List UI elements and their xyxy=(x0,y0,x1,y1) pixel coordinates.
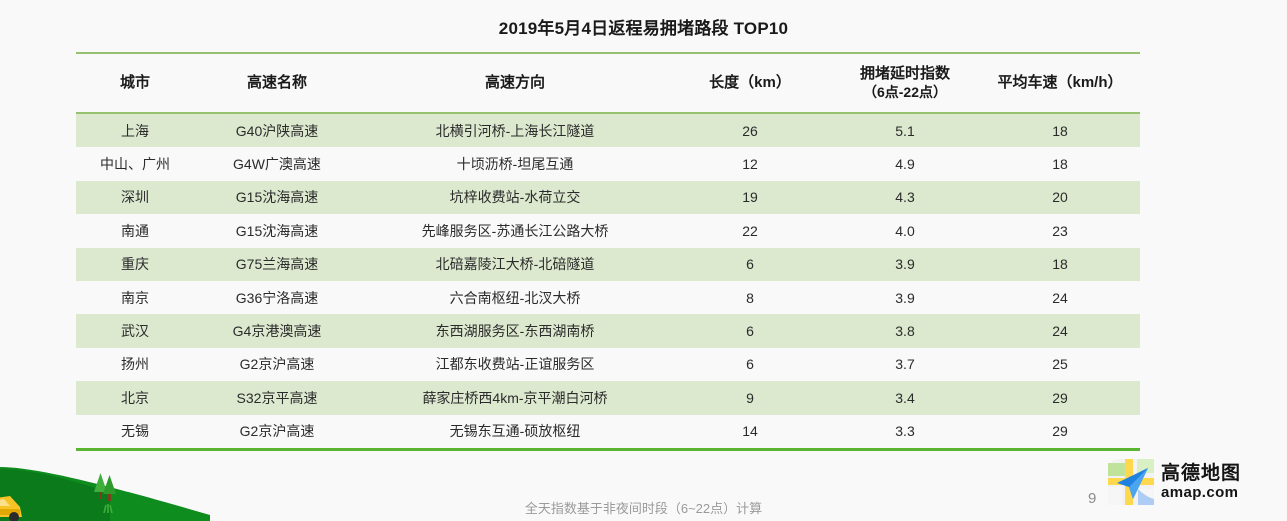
column-header-length-label: 长度（km） xyxy=(709,73,791,91)
cell-speed: 24 xyxy=(980,280,1140,315)
column-header-city-label: 城市 xyxy=(119,73,150,91)
cell-name: G2京沪高速 xyxy=(194,414,360,451)
cell-direction: 北碚嘉陵江大桥-北碚隧道 xyxy=(360,247,670,281)
cell-length: 8 xyxy=(670,280,830,315)
cell-index: 3.7 xyxy=(830,347,980,382)
cell-direction: 十顷沥桥-坦尾互通 xyxy=(360,147,670,181)
cell-index: 4.9 xyxy=(830,147,980,181)
congestion-ranking-table: 城市 高速名称 高速方向 长度（km） 拥堵延时指数 （6点-22点） 平均车速… xyxy=(76,52,1140,451)
cell-length: 14 xyxy=(670,414,830,451)
cell-index: 4.3 xyxy=(830,180,980,215)
ranking-table-container: 城市 高速名称 高速方向 长度（km） 拥堵延时指数 （6点-22点） 平均车速… xyxy=(76,52,1140,451)
cell-city: 北京 xyxy=(76,381,194,415)
cell-length: 22 xyxy=(670,214,830,248)
cell-city: 南通 xyxy=(76,214,194,248)
cell-direction: 无锡东互通-硕放枢纽 xyxy=(360,414,670,451)
cell-index: 3.3 xyxy=(830,414,980,451)
column-header-average-speed: 平均车速（km/h） xyxy=(980,52,1140,114)
page-title: 2019年5月4日返程易拥堵路段 TOP10 xyxy=(498,19,789,38)
column-header-length: 长度（km） xyxy=(670,52,830,114)
cell-direction: 东西湖服务区-东西湖南桥 xyxy=(360,314,670,348)
cell-direction: 坑梓收费站-水荷立交 xyxy=(360,180,670,215)
column-header-average-speed-label: 平均车速（km/h） xyxy=(997,73,1123,91)
cell-city: 无锡 xyxy=(76,414,194,451)
cell-speed: 29 xyxy=(980,414,1140,451)
cell-city: 上海 xyxy=(76,113,194,148)
cell-city: 重庆 xyxy=(76,247,194,281)
cell-index: 3.9 xyxy=(830,247,980,281)
cell-name: G36宁洛高速 xyxy=(194,280,360,315)
cell-city: 武汉 xyxy=(76,314,194,348)
cell-speed: 29 xyxy=(980,381,1140,415)
cell-length: 19 xyxy=(670,180,830,215)
table-header-row: 城市 高速名称 高速方向 长度（km） 拥堵延时指数 （6点-22点） 平均车速… xyxy=(76,52,1140,114)
cell-name: G4京港澳高速 xyxy=(194,314,360,348)
cell-direction: 先峰服务区-苏通长江公路大桥 xyxy=(360,214,670,248)
cell-length: 9 xyxy=(670,381,830,415)
cell-index: 5.1 xyxy=(830,113,980,148)
table-row: 中山、广州 G4W广澳高速 十顷沥桥-坦尾互通 12 4.9 18 xyxy=(76,147,1140,181)
tree-icon xyxy=(94,473,107,499)
cell-length: 6 xyxy=(670,347,830,382)
cell-length: 6 xyxy=(670,314,830,348)
cell-speed: 24 xyxy=(980,314,1140,348)
column-header-city: 城市 xyxy=(76,52,194,114)
table-row: 无锡 G2京沪高速 无锡东互通-硕放枢纽 14 3.3 29 xyxy=(76,414,1140,451)
cell-length: 6 xyxy=(670,247,830,281)
table-header: 城市 高速名称 高速方向 长度（km） 拥堵延时指数 （6点-22点） 平均车速… xyxy=(76,52,1140,114)
cell-city: 中山、广州 xyxy=(76,147,194,181)
cell-length: 12 xyxy=(670,147,830,181)
column-header-delay-index: 拥堵延时指数 （6点-22点） xyxy=(830,52,980,114)
cell-speed: 23 xyxy=(980,214,1140,248)
cell-city: 深圳 xyxy=(76,180,194,215)
cell-name: G2京沪高速 xyxy=(194,347,360,382)
cell-name: S32京平高速 xyxy=(194,381,360,415)
table-row: 深圳 G15沈海高速 坑梓收费站-水荷立交 19 4.3 20 xyxy=(76,180,1140,215)
amap-logo-name-cn: 高德地图 xyxy=(1161,463,1242,484)
table-row: 南京 G36宁洛高速 六合南枢纽-北汊大桥 8 3.9 24 xyxy=(76,280,1140,315)
cell-index: 3.9 xyxy=(830,280,980,315)
table-row: 武汉 G4京港澳高速 东西湖服务区-东西湖南桥 6 3.8 24 xyxy=(76,314,1140,348)
cell-index: 3.8 xyxy=(830,314,980,348)
table-row: 上海 G40沪陕高速 北横引河桥-上海长江隧道 26 5.1 18 xyxy=(76,113,1140,148)
cell-speed: 25 xyxy=(980,347,1140,382)
amap-logo-text: 高德地图 amap.com xyxy=(1161,464,1241,500)
table-row: 北京 S32京平高速 薛家庄桥西4km-京平潮白河桥 9 3.4 29 xyxy=(76,381,1140,415)
table-body: 上海 G40沪陕高速 北横引河桥-上海长江隧道 26 5.1 18 中山、广州 … xyxy=(76,113,1140,451)
column-header-delay-index-sublabel: （6点-22点） xyxy=(862,83,948,100)
cell-name: G15沈海高速 xyxy=(194,214,360,248)
cell-speed: 18 xyxy=(980,247,1140,281)
footer-note: 全天指数基于非夜间时段（6~22点）计算 xyxy=(524,501,763,516)
column-header-direction-label: 高速方向 xyxy=(484,73,545,91)
amap-navigation-arrow-icon xyxy=(1108,459,1154,505)
cell-index: 3.4 xyxy=(830,381,980,415)
cell-speed: 20 xyxy=(980,180,1140,215)
cell-index: 4.0 xyxy=(830,214,980,248)
table-row: 重庆 G75兰海高速 北碚嘉陵江大桥-北碚隧道 6 3.9 18 xyxy=(76,247,1140,281)
page-number: 9 xyxy=(1088,490,1097,507)
cell-direction: 北横引河桥-上海长江隧道 xyxy=(360,113,670,148)
column-header-delay-index-label: 拥堵延时指数 xyxy=(859,64,950,82)
cell-name: G15沈海高速 xyxy=(194,180,360,215)
cell-name: G75兰海高速 xyxy=(194,247,360,281)
cell-length: 26 xyxy=(670,113,830,148)
column-header-expressway-name: 高速名称 xyxy=(194,52,360,114)
cell-speed: 18 xyxy=(980,147,1140,181)
cell-city: 南京 xyxy=(76,280,194,315)
table-row: 南通 G15沈海高速 先峰服务区-苏通长江公路大桥 22 4.0 23 xyxy=(76,214,1140,248)
column-header-expressway-name-label: 高速名称 xyxy=(246,73,307,91)
table-row: 扬州 G2京沪高速 江都东收费站-正谊服务区 6 3.7 25 xyxy=(76,347,1140,382)
amap-logo: 高德地图 amap.com xyxy=(1108,459,1241,505)
cell-name: G4W广澳高速 xyxy=(194,147,360,181)
column-header-direction: 高速方向 xyxy=(360,52,670,114)
cell-direction: 江都东收费站-正谊服务区 xyxy=(360,347,670,382)
cell-city: 扬州 xyxy=(76,347,194,382)
cell-name: G40沪陕高速 xyxy=(194,113,360,148)
amap-logo-name-en: amap.com xyxy=(1161,484,1239,501)
cell-direction: 薛家庄桥西4km-京平潮白河桥 xyxy=(360,381,670,415)
cell-speed: 18 xyxy=(980,113,1140,148)
cell-direction: 六合南枢纽-北汊大桥 xyxy=(360,280,670,315)
